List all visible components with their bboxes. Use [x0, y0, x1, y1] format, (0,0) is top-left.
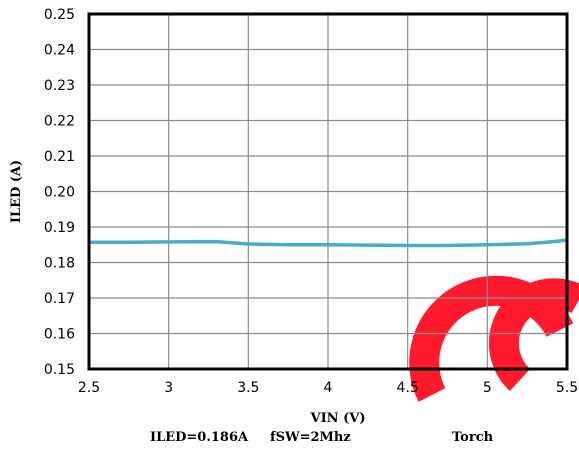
x-tick-labels: 2.5 3 3.5 4 4.5 5 5.5 — [78, 380, 578, 396]
y-tick-label: 0.17 — [44, 291, 75, 307]
y-tick-label: 0.20 — [44, 185, 75, 201]
series-line — [89, 238, 568, 248]
x-tick-label: 3.5 — [237, 380, 259, 396]
y-tick-label: 0.22 — [44, 114, 75, 130]
x-tick-label: 4 — [324, 380, 333, 396]
x-tick-label: 5 — [483, 380, 492, 396]
x-tick-label: 2.5 — [78, 380, 100, 396]
y-tick-label: 0.23 — [44, 78, 75, 94]
y-axis-label: ILED (A) — [9, 160, 24, 223]
series-layer — [89, 238, 568, 248]
y-tick-label: 0.18 — [44, 256, 75, 272]
y-tick-labels: 0.25 0.24 0.23 0.22 0.21 0.20 0.19 0.18 0.17 0.16… — [44, 7, 75, 378]
x-tick-label: 4.5 — [397, 380, 419, 396]
y-tick-label: 0.15 — [44, 362, 75, 378]
y-tick-label: 0.24 — [44, 43, 75, 59]
watermark-arc-small — [488, 278, 579, 392]
y-tick-label: 0.25 — [44, 7, 75, 23]
y-tick-label: 0.19 — [44, 220, 75, 236]
caption-frequency: fSW=2Mhz — [270, 430, 351, 445]
y-tick-label: 0.16 — [44, 327, 75, 343]
x-axis-label: VIN (V) — [310, 411, 366, 426]
caption-current: ILED=0.186A — [150, 430, 249, 445]
y-tick-label: 0.21 — [44, 149, 75, 165]
x-tick-label: 5.5 — [556, 380, 578, 396]
caption-mode: Torch — [452, 430, 494, 445]
x-tick-label: 3 — [164, 380, 173, 396]
plot-frame — [87, 12, 569, 371]
